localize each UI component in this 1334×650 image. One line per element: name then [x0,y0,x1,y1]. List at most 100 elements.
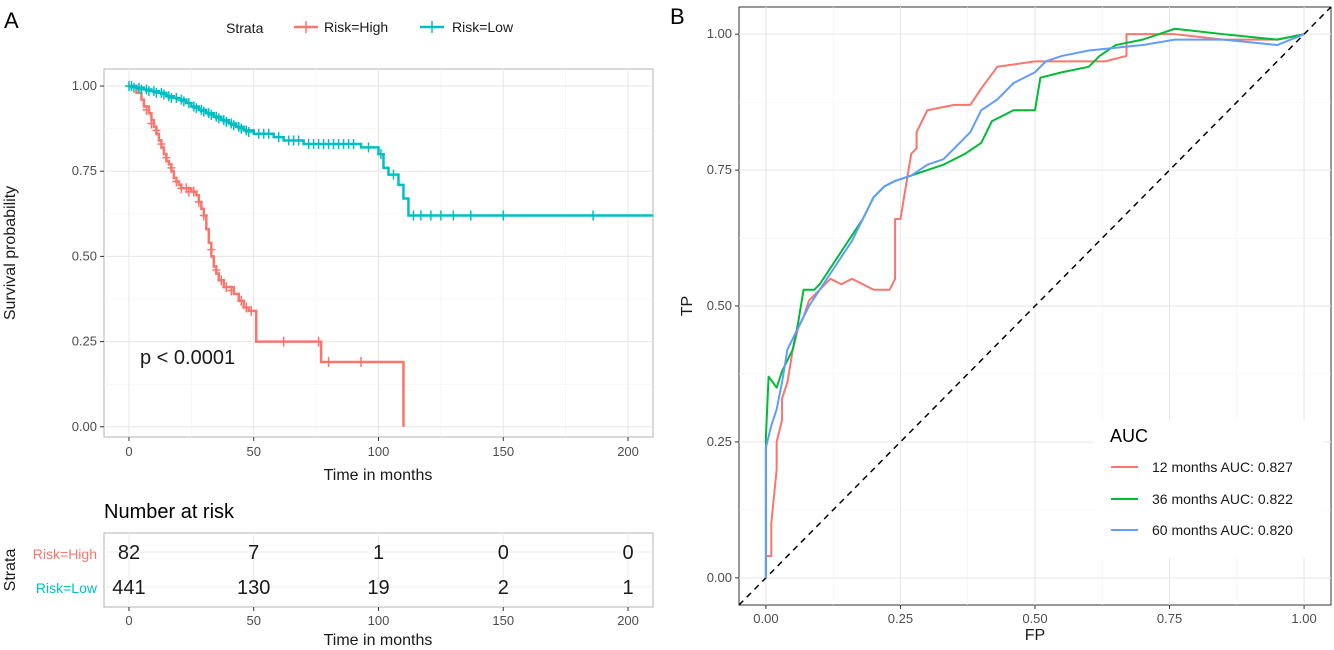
km-censor-mark [207,244,216,255]
risk-cell-value: 1 [373,542,384,564]
km-y-tick-label: 0.50 [72,248,97,263]
km-censor-mark [217,275,226,286]
km-censor-mark [237,295,246,306]
km-x-axis-title: Time in months [324,467,433,484]
km-x-tick-label: 200 [617,444,639,459]
risk-x-tick-label: 200 [617,613,639,628]
roc-x-tick-label: 0.50 [1022,611,1047,626]
roc-legend-label-12m: 12 months AUC: 0.827 [1152,459,1293,475]
km-censor-mark [212,265,221,276]
risk-cell-value: 82 [118,542,140,564]
km-censor-mark [247,305,256,316]
km-censor-mark [449,210,458,221]
km-censor-mark [589,210,598,221]
risk-cell-value: 0 [622,542,633,564]
km-censor-mark [194,196,203,207]
km-censor-mark [264,128,273,139]
roc-plot-panel: 0.00 0.25 0.50 0.75 1.00 0.00 0.25 0.50 0.75 1.0… [679,6,1332,644]
km-plot-panel: 0.00 0.25 0.50 0.75 1.00 0 50 100 150 200 p < 0.… [2,68,654,484]
roc-y-tick-label: 1.00 [707,26,732,41]
km-censor-mark [416,210,425,221]
km-legend: Strata Risk=High Risk=Low [226,19,514,36]
km-censor-mark [157,138,166,149]
km-y-tick-label: 0.75 [72,163,97,178]
km-censor-mark [227,285,236,296]
km-censor-mark [229,120,238,131]
km-censor-mark [242,302,251,313]
km-censor-mark [162,152,171,163]
risk-table-values: 82 7 1 0 0 441 130 19 2 1 [112,542,633,599]
roc-curve-60m [764,33,1305,578]
km-censor-mark [409,210,418,221]
km-censor-mark [147,118,156,129]
km-legend-label-high: Risk=High [324,19,388,35]
risk-x-tick-label: 50 [246,613,260,628]
km-y-tick-label: 0.00 [72,419,97,434]
km-censor-mark [237,123,246,134]
roc-x-tick-label: 0.00 [753,611,778,626]
km-censor-mark [167,162,176,173]
roc-curves [764,27,1305,578]
km-censor-mark [142,104,151,115]
km-legend-title: Strata [226,20,264,36]
risk-cell-value: 441 [112,577,145,599]
km-censor-mark [389,169,398,180]
risk-cell-value: 1 [622,577,633,599]
risk-table-gridlines [104,533,653,607]
risk-y-axis-title: Strata [2,549,19,592]
roc-curve-36m [764,27,1305,578]
km-censor-mark [172,176,181,187]
roc-y-tick-label: 0.50 [707,298,732,313]
km-censor-mark [466,210,475,221]
km-censor-mark [499,210,508,221]
km-censor-mark [184,98,193,109]
km-x-ticks: 0 50 100 150 200 [125,437,639,459]
km-censor-mark [274,132,283,143]
km-pvalue-annotation: p < 0.0001 [140,347,235,369]
roc-x-tick-label: 1.00 [1291,611,1316,626]
roc-x-ticks: 0.00 0.25 0.50 0.75 1.00 [753,605,1317,626]
km-censor-mark [152,125,161,136]
km-censor-mark [192,103,201,114]
risk-x-tick-label: 0 [125,613,132,628]
km-censor-marks [124,81,598,368]
km-censor-mark [294,135,303,146]
km-censor-mark [324,357,333,368]
km-censor-mark [314,336,323,347]
risk-table: Number at risk Risk=High Risk=Low Strata… [2,501,654,649]
roc-x-tick-label: 0.25 [888,611,913,626]
roc-y-ticks: 0.00 0.25 0.50 0.75 1.00 [707,26,739,585]
km-y-tick-label: 0.25 [72,334,97,349]
roc-y-axis-title: TP [679,296,696,316]
roc-legend: AUC 12 months AUC: 0.827 36 months AUC: … [1094,420,1324,558]
km-censor-mark [364,142,373,153]
risk-x-axis-title: Time in months [324,632,433,649]
risk-x-tick-label: 100 [368,613,390,628]
roc-x-tick-label: 0.75 [1157,611,1182,626]
km-censor-mark [207,110,216,120]
roc-y-tick-label: 0.00 [707,570,732,585]
km-censor-mark [214,113,223,124]
km-y-ticks: 0.00 0.25 0.50 0.75 1.00 [72,78,104,434]
panel-label-b: B [670,4,685,29]
roc-x-axis-title: FP [1025,627,1045,644]
km-x-tick-label: 150 [492,444,514,459]
risk-x-ticks: 0 50 100 150 200 [125,607,639,628]
risk-cell-value: 2 [498,577,509,599]
roc-diagonal-reference [738,6,1332,606]
km-y-axis-title: Survival probability [2,186,19,320]
km-x-tick-label: 100 [368,444,390,459]
km-censor-mark [357,357,366,368]
km-censor-mark [222,282,231,293]
roc-curve-12m [764,33,1305,578]
km-censor-mark [189,186,198,197]
panel-label-a: A [4,8,19,33]
km-censor-mark [436,210,445,221]
km-censor-mark [199,106,208,117]
km-censor-mark [349,138,358,149]
km-censor-mark [199,210,208,221]
km-censor-mark [222,116,231,127]
risk-cell-value: 130 [237,577,270,599]
km-censor-mark [279,336,288,347]
